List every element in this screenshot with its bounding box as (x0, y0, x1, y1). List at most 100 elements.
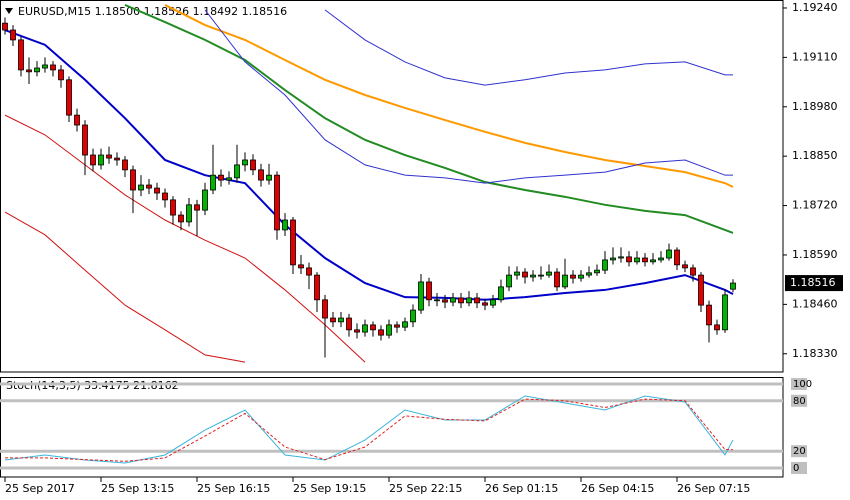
candle-body (58, 69, 64, 81)
candle-body (250, 159, 256, 171)
main-panel (0, 0, 784, 373)
candle-body (618, 256, 624, 259)
candle-body (98, 154, 104, 166)
y-tick-label: 80 (793, 396, 806, 407)
candle-body (202, 189, 208, 211)
candle-body (698, 274, 704, 306)
candle-body (466, 297, 472, 304)
candle-body (410, 309, 416, 323)
y-tick-label: 0 (793, 463, 799, 474)
candle-body (522, 271, 528, 278)
candle-body (562, 274, 568, 288)
candle-body (386, 324, 392, 336)
candle-body (458, 297, 464, 304)
candle-body (10, 29, 16, 41)
candle-body (474, 297, 480, 304)
indicator-line (4, 395, 734, 464)
candle-body (450, 297, 456, 303)
y-tick-label: 100 (793, 379, 812, 390)
candle-body (530, 274, 536, 278)
candle-body (362, 324, 368, 333)
candle-body (714, 324, 720, 331)
y-tick-label: 1.18330 (792, 347, 838, 360)
candle-body (330, 317, 336, 323)
candle-body (90, 154, 96, 166)
price-tag (785, 275, 843, 292)
candle-body (610, 257, 616, 261)
candle-body (194, 204, 200, 211)
candle-body (370, 324, 376, 331)
candle-body (442, 299, 448, 303)
menu-arrow[interactable] (5, 8, 13, 14)
candle-body (634, 257, 640, 263)
candle-body (506, 274, 512, 288)
y-tick-label: 1.19110 (792, 50, 838, 63)
level-box (791, 462, 807, 475)
x-tick-label: 25 Sep 2017 (5, 482, 75, 495)
x-tick-label: 26 Sep 01:15 (485, 482, 558, 495)
candle-body (674, 249, 680, 266)
candle-body (402, 321, 408, 328)
candle-body (354, 329, 360, 333)
candle-body (578, 274, 584, 279)
candle-body (106, 154, 112, 159)
candle-body (626, 256, 632, 263)
candle-body (514, 271, 520, 276)
y-tick-label: 20 (793, 446, 806, 457)
candle-body (178, 214, 184, 223)
candle-body (394, 324, 400, 328)
candle-body (570, 274, 576, 279)
indicator-line (4, 114, 366, 363)
candle-body (154, 187, 160, 194)
indicator-line (204, 9, 733, 184)
x-tick-label: 25 Sep 19:15 (293, 482, 366, 495)
x-tick-label: 25 Sep 22:15 (389, 482, 462, 495)
indicator-line (164, 4, 734, 188)
indicator-line (324, 9, 733, 86)
candle-body (322, 299, 328, 319)
symbol-header: EURUSD,M15 1.18500 1.18526 1.18492 1.185… (18, 5, 287, 18)
y-tick-label: 1.19240 (792, 1, 838, 14)
candle-body (546, 271, 552, 276)
y-tick-label: 1.18850 (792, 149, 838, 162)
candle-body (378, 329, 384, 336)
candle-body (218, 174, 224, 181)
candle-body (314, 274, 320, 301)
candle-body (586, 272, 592, 276)
candle-body (658, 257, 664, 261)
candle-body (34, 67, 40, 73)
candle-body (730, 282, 736, 290)
candle-body (346, 317, 352, 331)
candle-body (26, 69, 32, 73)
candle-body (426, 281, 432, 301)
candle-body (650, 259, 656, 263)
y-tick-label: 1.18720 (792, 199, 838, 212)
candle-body (122, 159, 128, 171)
level-box (791, 394, 807, 407)
indicator-line (4, 211, 246, 363)
candle-body (642, 257, 648, 263)
candle-body (554, 271, 560, 288)
candle-body (74, 114, 80, 126)
candle-body (274, 174, 280, 231)
candle-body (490, 299, 496, 306)
candle-body (50, 64, 56, 71)
x-tick-label: 26 Sep 04:15 (581, 482, 654, 495)
candle-body (706, 304, 712, 326)
candle-body (682, 264, 688, 269)
candle-body (434, 299, 440, 302)
candle-body (418, 281, 424, 311)
candle-body (210, 174, 216, 191)
candle-body (18, 39, 24, 71)
candle-body (306, 267, 312, 276)
candle-body (114, 157, 120, 161)
y-tick-label: 1.18980 (792, 100, 838, 113)
candle-body (666, 249, 672, 259)
candle-body (2, 22, 8, 31)
candle-body (130, 169, 136, 191)
candle-body (482, 302, 488, 306)
candle-body (266, 174, 272, 181)
level-box (791, 377, 807, 390)
indicator-line (4, 29, 734, 301)
